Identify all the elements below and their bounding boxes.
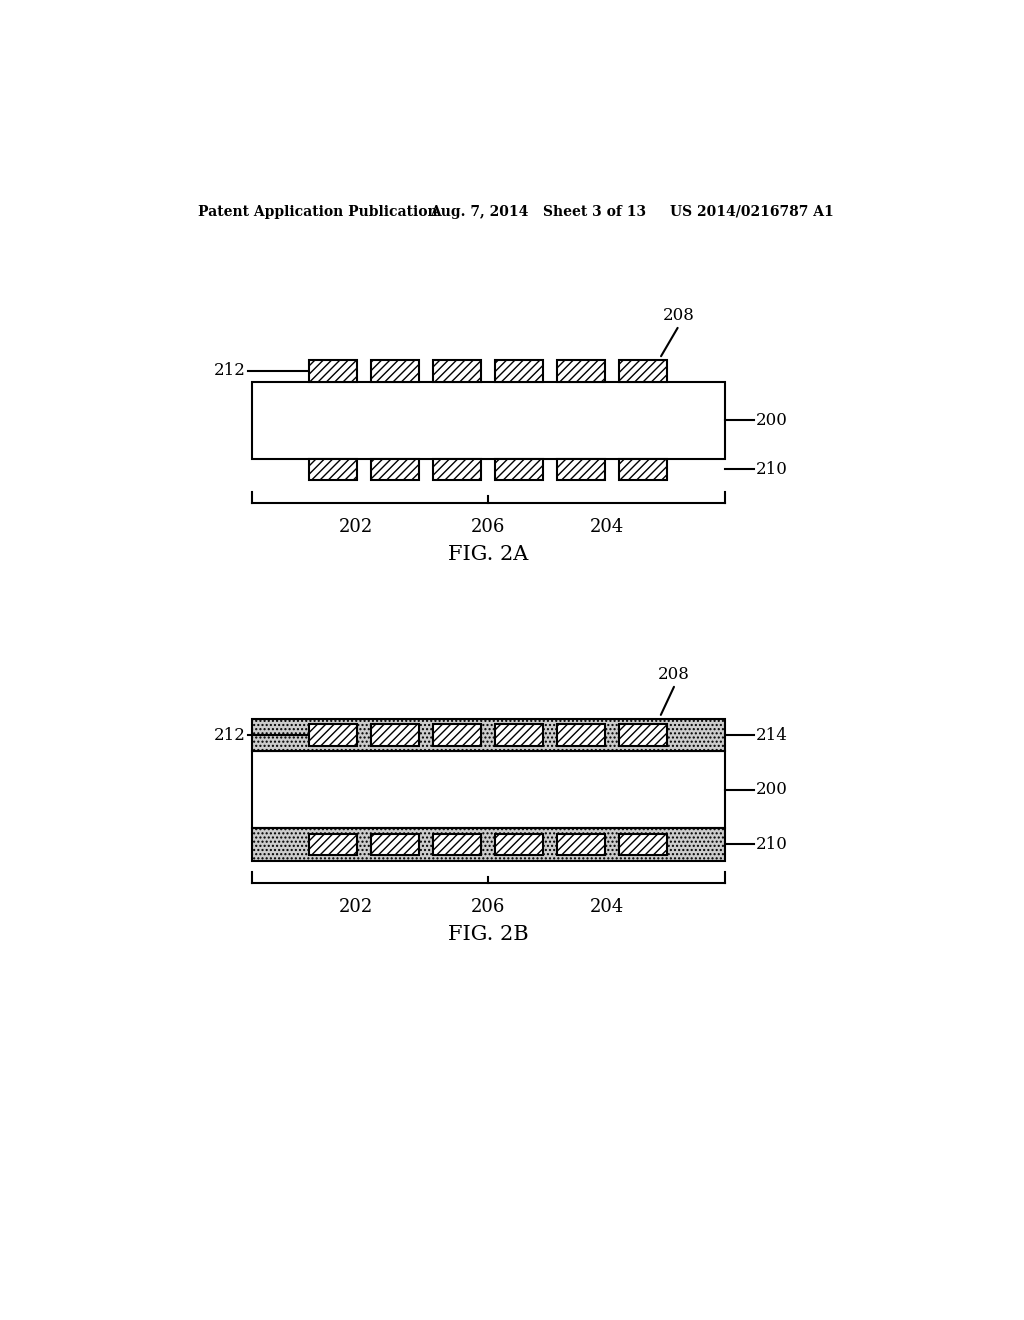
Text: Aug. 7, 2014   Sheet 3 of 13: Aug. 7, 2014 Sheet 3 of 13	[430, 205, 646, 219]
Bar	[309, 360, 357, 381]
Bar	[557, 834, 605, 855]
Bar	[433, 459, 481, 480]
Text: FIG. 2A: FIG. 2A	[449, 545, 528, 564]
Bar	[496, 360, 544, 381]
Text: 212: 212	[214, 363, 246, 379]
Bar	[309, 725, 357, 746]
Text: 200: 200	[756, 412, 787, 429]
Text: Patent Application Publication: Patent Application Publication	[198, 205, 437, 219]
Bar	[372, 360, 420, 381]
Bar	[252, 829, 725, 861]
Bar	[309, 459, 357, 480]
Bar	[620, 725, 668, 746]
Bar	[372, 834, 420, 855]
Text: 206: 206	[471, 899, 506, 916]
Bar	[433, 834, 481, 855]
Text: 208: 208	[664, 308, 695, 323]
Text: 210: 210	[756, 461, 787, 478]
Bar	[496, 834, 544, 855]
Bar	[620, 834, 668, 855]
Text: 208: 208	[657, 665, 689, 682]
Bar	[620, 360, 668, 381]
Bar	[372, 725, 420, 746]
Bar	[557, 725, 605, 746]
Text: 204: 204	[590, 517, 624, 536]
Text: FIG. 2B: FIG. 2B	[449, 925, 528, 944]
Bar	[620, 459, 668, 480]
Text: 206: 206	[471, 517, 506, 536]
Bar	[433, 725, 481, 746]
Bar	[372, 459, 420, 480]
Bar	[309, 834, 357, 855]
Bar	[496, 459, 544, 480]
Text: 202: 202	[339, 517, 373, 536]
Bar	[252, 381, 725, 459]
Text: 202: 202	[339, 899, 373, 916]
Text: US 2014/0216787 A1: US 2014/0216787 A1	[671, 205, 835, 219]
Bar	[557, 360, 605, 381]
Bar	[252, 719, 725, 751]
Bar	[496, 725, 544, 746]
Bar	[557, 459, 605, 480]
Text: 200: 200	[756, 781, 787, 799]
Bar	[252, 751, 725, 829]
Text: 210: 210	[756, 836, 787, 853]
Text: 204: 204	[590, 899, 624, 916]
Text: 212: 212	[214, 726, 246, 743]
Text: 214: 214	[756, 726, 787, 743]
Bar	[433, 360, 481, 381]
